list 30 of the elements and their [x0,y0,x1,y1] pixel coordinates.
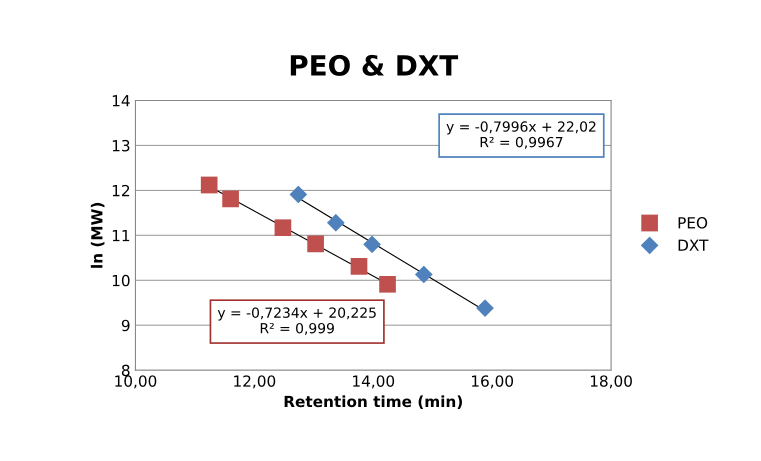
chart-title: PEO & DXT [290,54,458,76]
legend-label: PEO [678,217,708,229]
y-tick-label: 8 [122,364,130,376]
x-tick-label: 18,00 [590,375,632,388]
y-tick-label: 13 [112,140,130,152]
y-tick-label: 10 [112,274,130,286]
x-axis-title: Retention time (min) [284,395,462,410]
point [364,236,381,253]
y-tick-label: 12 [112,184,130,196]
point [307,236,324,252]
point [350,258,368,275]
point [290,186,307,203]
x-tick-label: 14,00 [353,375,394,388]
point [222,190,239,208]
y-tick-label: 14 [112,95,130,106]
point [415,266,432,283]
annotation: y = -0,7234x + 20,225 R² = 0,999 [218,307,376,335]
point [200,176,218,194]
point [274,219,292,236]
y-tick-label: 9 [122,320,130,332]
y-tick-label: 11 [112,230,130,242]
y-axis-title: ln (MW) [90,202,104,268]
point [379,276,396,293]
annotation: y = -0,7996x + 22,02 R² = 0,9967 [446,121,596,149]
point [327,214,344,232]
point [476,300,494,317]
x-tick-label: 12,00 [234,375,276,388]
legend-label: DXT [678,240,708,251]
x-tick-label: 10,00 [115,375,156,388]
x-tick-label: 16,00 [472,375,514,388]
